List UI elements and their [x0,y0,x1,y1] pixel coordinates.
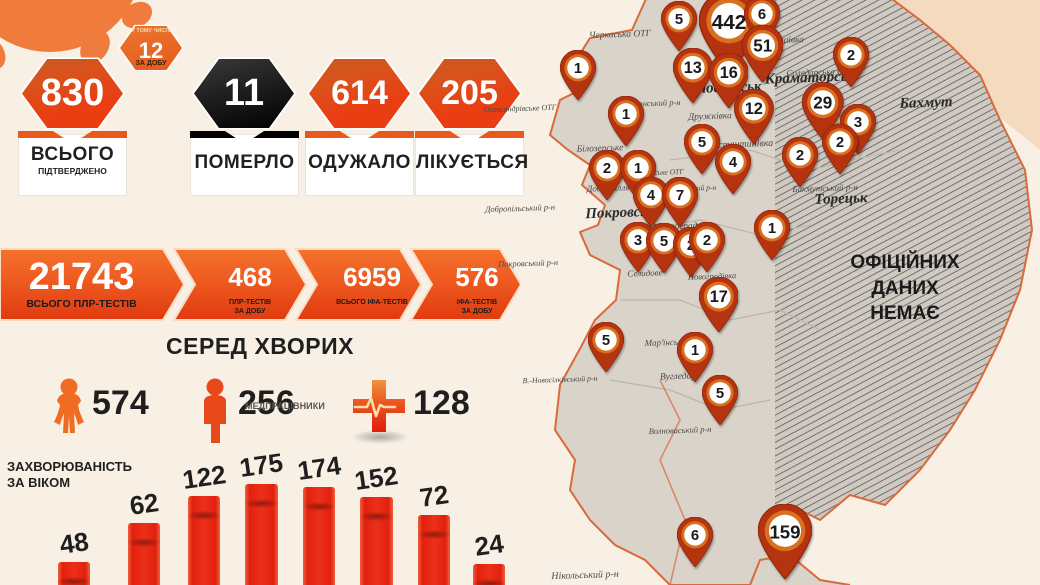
svg-text:2: 2 [703,233,711,249]
svg-text:5: 5 [698,135,706,151]
svg-text:6: 6 [691,528,699,544]
svg-text:5: 5 [716,385,724,401]
svg-text:5: 5 [659,234,667,250]
svg-text:1: 1 [622,107,630,123]
svg-text:5: 5 [602,333,610,349]
svg-text:12: 12 [745,100,763,118]
svg-text:6: 6 [758,7,766,23]
svg-text:29: 29 [814,93,833,112]
svg-text:2: 2 [836,135,844,151]
svg-text:2: 2 [796,148,804,164]
svg-text:17: 17 [709,288,727,306]
svg-text:4: 4 [729,154,738,170]
svg-text:16: 16 [719,64,737,82]
svg-text:159: 159 [769,521,800,542]
svg-text:1: 1 [691,342,699,358]
svg-text:7: 7 [676,188,684,204]
svg-text:2: 2 [847,48,855,64]
svg-text:51: 51 [753,36,772,55]
svg-text:1: 1 [574,61,582,77]
svg-text:2: 2 [603,161,611,177]
svg-text:1: 1 [768,221,776,237]
svg-text:4: 4 [647,188,656,204]
svg-text:5: 5 [674,12,682,28]
svg-text:3: 3 [634,233,642,249]
svg-text:1: 1 [634,161,642,177]
svg-text:13: 13 [683,59,701,77]
